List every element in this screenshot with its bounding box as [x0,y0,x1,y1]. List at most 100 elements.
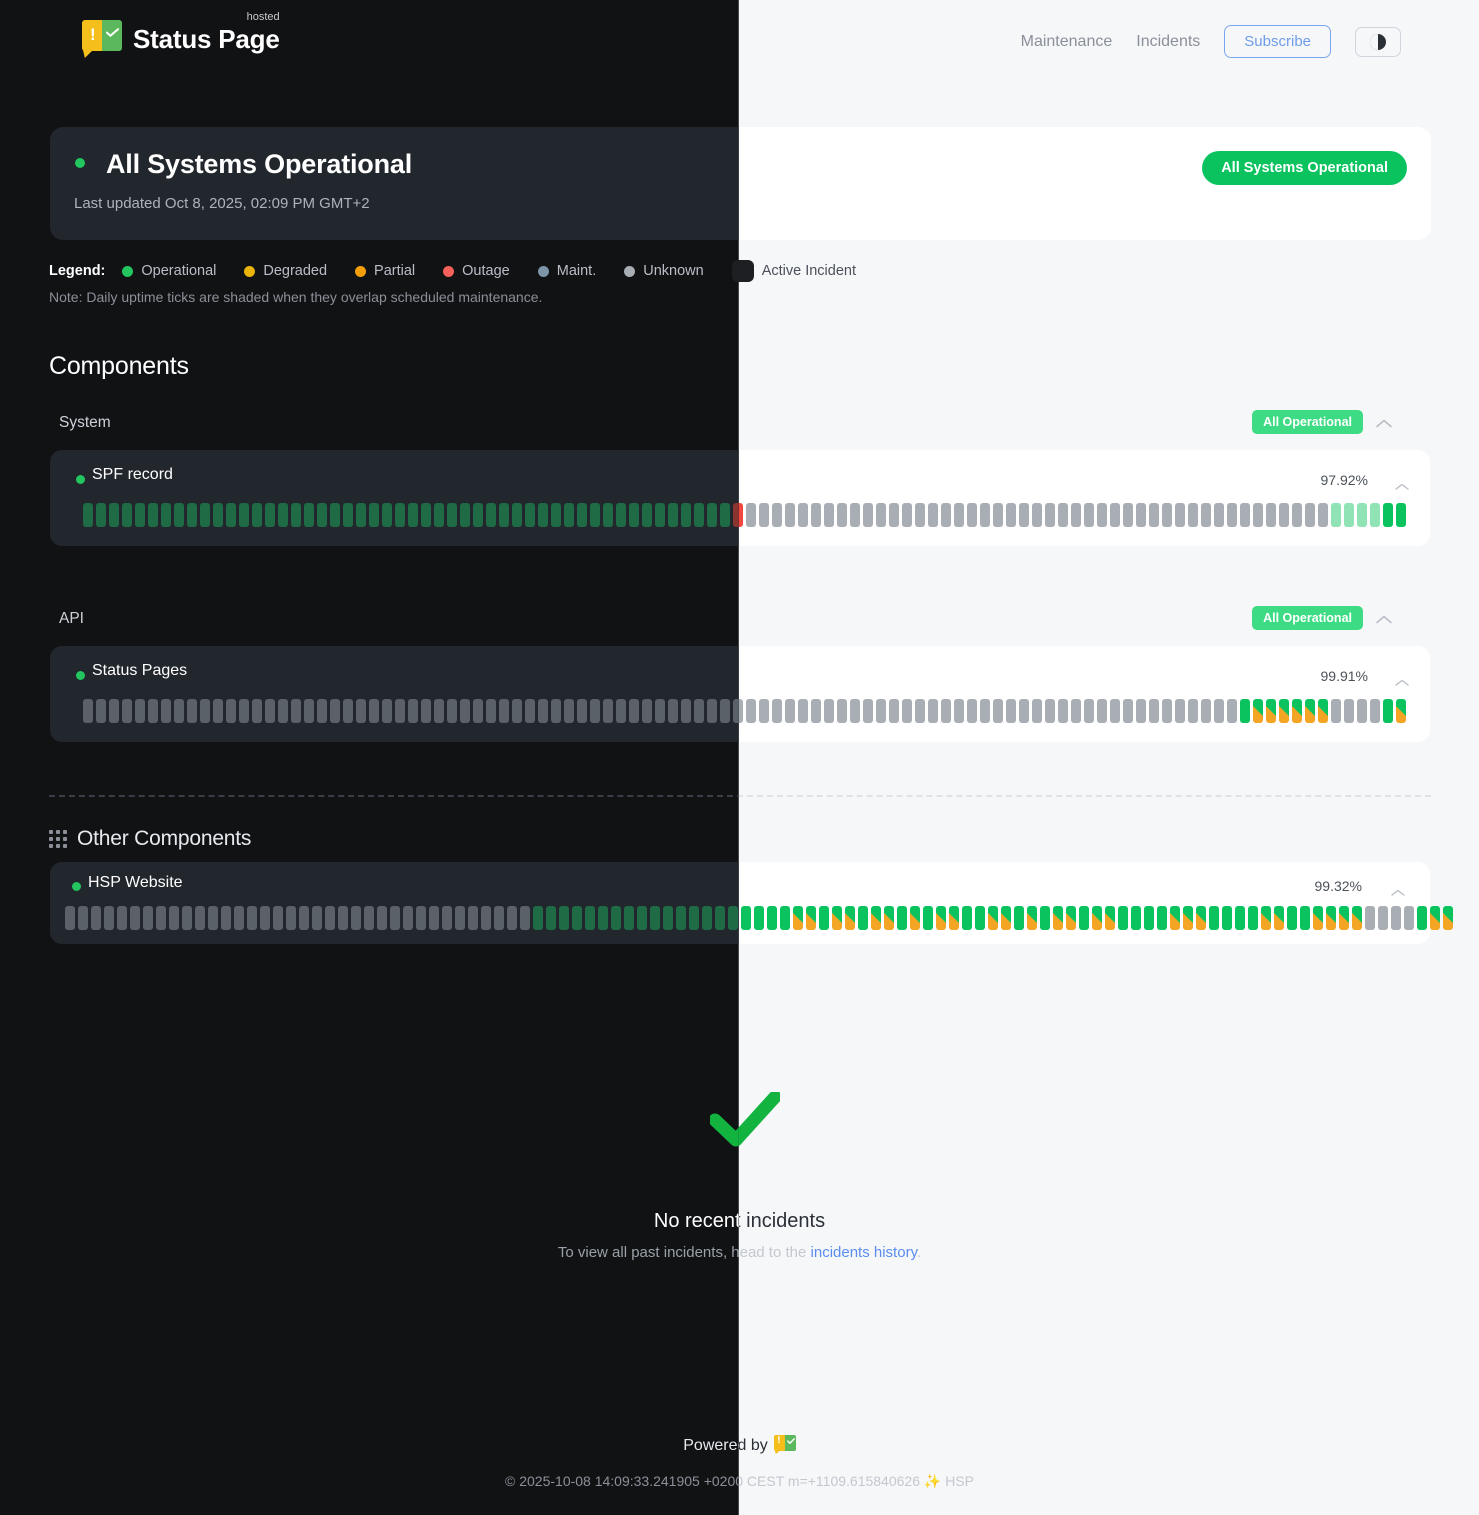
uptime-tick[interactable] [499,503,509,527]
uptime-tick[interactable] [65,906,75,930]
uptime-tick[interactable] [928,699,938,723]
uptime-tick[interactable] [967,503,977,527]
uptime-tick[interactable] [117,906,127,930]
uptime-tick[interactable] [707,699,717,723]
theme-toggle-button[interactable] [1355,26,1401,57]
uptime-tick[interactable] [1292,503,1302,527]
uptime-tick[interactable] [1045,503,1055,527]
chevron-up-icon[interactable] [1390,884,1406,896]
uptime-tick[interactable] [1175,503,1185,527]
uptime-tick[interactable] [187,503,197,527]
uptime-tick[interactable] [585,906,595,930]
uptime-tick[interactable] [897,906,907,930]
uptime-tick[interactable] [551,503,561,527]
uptime-tick[interactable] [135,503,145,527]
uptime-tick[interactable] [819,906,829,930]
uptime-tick[interactable] [96,503,106,527]
uptime-tick[interactable] [1227,699,1237,723]
uptime-tick[interactable] [239,699,249,723]
chevron-up-icon[interactable] [1394,478,1410,490]
uptime-tick[interactable] [1006,699,1016,723]
uptime-tick[interactable] [993,503,1003,527]
uptime-tick[interactable] [1183,906,1193,930]
uptime-tick[interactable] [936,906,946,930]
uptime-tick[interactable] [572,906,582,930]
uptime-tick[interactable] [845,906,855,930]
uptime-tick[interactable] [767,906,777,930]
uptime-tick[interactable] [343,699,353,723]
chevron-up-icon[interactable] [1394,674,1410,686]
uptime-tick[interactable] [1045,699,1055,723]
uptime-tick[interactable] [429,906,439,930]
uptime-tick[interactable] [746,503,756,527]
chevron-up-icon[interactable] [1375,612,1393,624]
uptime-tick[interactable] [663,906,673,930]
uptime-tick[interactable] [577,503,587,527]
uptime-tick[interactable] [1305,503,1315,527]
uptime-tick[interactable] [174,699,184,723]
uptime-tick[interactable] [109,699,119,723]
uptime-tick[interactable] [889,503,899,527]
uptime-tick[interactable] [1040,906,1050,930]
uptime-tick[interactable] [902,699,912,723]
uptime-tick[interactable] [824,699,834,723]
uptime-tick[interactable] [486,503,496,527]
uptime-tick[interactable] [364,906,374,930]
uptime-tick[interactable] [130,906,140,930]
uptime-tick[interactable] [759,503,769,527]
uptime-tick[interactable] [811,699,821,723]
uptime-tick[interactable] [910,906,920,930]
uptime-tick[interactable] [1014,906,1024,930]
uptime-tick[interactable] [525,699,535,723]
uptime-tick[interactable] [1404,906,1414,930]
uptime-tick[interactable] [694,699,704,723]
uptime-tick[interactable] [1131,906,1141,930]
uptime-tick[interactable] [403,906,413,930]
uptime-tick[interactable] [746,699,756,723]
uptime-tick[interactable] [993,699,1003,723]
uptime-tick[interactable] [330,503,340,527]
uptime-tick[interactable] [681,503,691,527]
uptime-tick[interactable] [390,906,400,930]
uptime-tick[interactable] [83,503,93,527]
uptime-tick[interactable] [564,699,574,723]
uptime-tick[interactable] [226,503,236,527]
uptime-tick[interactable] [351,906,361,930]
uptime-tick[interactable] [681,699,691,723]
uptime-tick[interactable] [1365,906,1375,930]
uptime-tick[interactable] [780,906,790,930]
uptime-tick[interactable] [460,503,470,527]
uptime-tick[interactable] [122,503,132,527]
uptime-tick[interactable] [884,906,894,930]
uptime-tick[interactable] [1209,906,1219,930]
uptime-tick[interactable] [1266,503,1276,527]
uptime-tick[interactable] [161,699,171,723]
uptime-tick[interactable] [442,906,452,930]
uptime-tick[interactable] [1253,503,1263,527]
uptime-tick[interactable] [421,699,431,723]
uptime-tick[interactable] [369,699,379,723]
uptime-tick[interactable] [733,699,739,723]
uptime-tick[interactable] [707,503,717,527]
uptime-tick[interactable] [174,503,184,527]
uptime-tick[interactable] [1274,906,1284,930]
uptime-tick[interactable] [486,699,496,723]
uptime-tick[interactable] [330,699,340,723]
uptime-tick[interactable] [694,503,704,527]
uptime-tick[interactable] [1097,503,1107,527]
uptime-tick[interactable] [247,906,257,930]
uptime-tick[interactable] [1084,503,1094,527]
uptime-tick[interactable] [611,906,621,930]
uptime-tick[interactable] [1300,906,1310,930]
uptime-tick[interactable] [1292,699,1302,723]
uptime-tick[interactable] [481,906,491,930]
uptime-tick[interactable] [317,503,327,527]
uptime-tick[interactable] [395,699,405,723]
uptime-tick[interactable] [1352,906,1362,930]
uptime-tick[interactable] [382,699,392,723]
uptime-tick[interactable] [356,699,366,723]
uptime-tick[interactable] [1430,906,1440,930]
uptime-tick[interactable] [148,699,158,723]
uptime-tick[interactable] [876,503,886,527]
uptime-tick[interactable] [889,699,899,723]
